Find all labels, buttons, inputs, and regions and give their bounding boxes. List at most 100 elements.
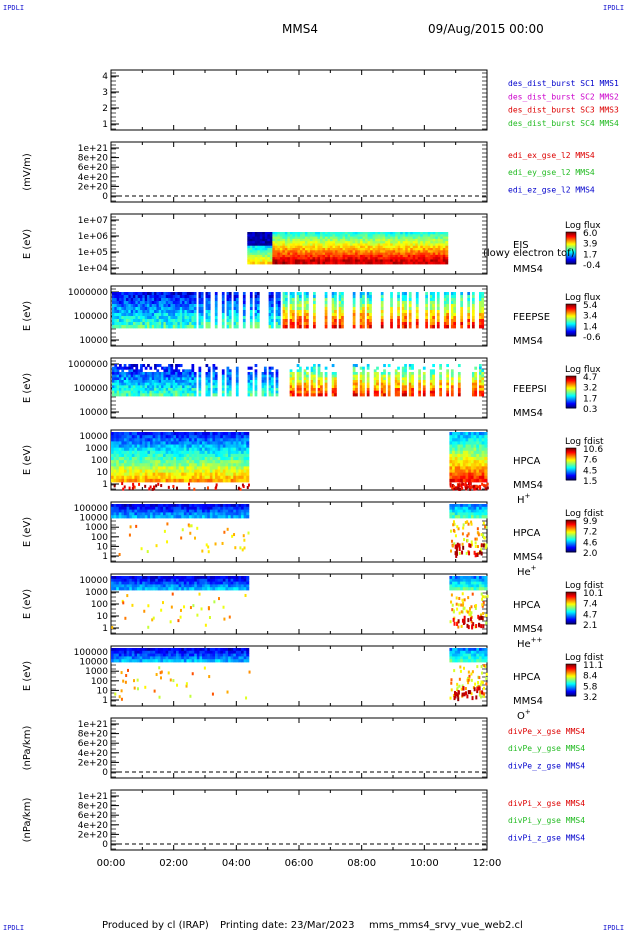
spectrogram-cell [453, 322, 457, 326]
spectrogram-cell [116, 457, 120, 461]
spectrogram-cell [452, 463, 456, 467]
spectrogram-cell [182, 295, 185, 299]
spectrogram-cell [282, 298, 286, 302]
spectrogram-cell [429, 292, 433, 296]
spectrogram-speck [153, 485, 156, 489]
spectrogram-cell [222, 472, 226, 477]
spectrogram-cell [291, 377, 295, 381]
spectrogram-cell [116, 393, 120, 397]
spectrogram-cell [412, 257, 416, 260]
spectrogram-cell [372, 254, 376, 258]
spectrogram-cell [400, 250, 404, 253]
spectrogram-cell [247, 380, 251, 384]
spectrogram-cell [330, 234, 333, 237]
spectrogram-cell [160, 432, 164, 436]
spectrogram-cell [376, 385, 379, 389]
spectrogram-cell [168, 457, 172, 461]
spectrogram-cell [131, 463, 135, 467]
spectrogram-cell [147, 460, 151, 464]
spectrogram-cell [380, 304, 384, 308]
spectrogram-cell [139, 441, 143, 445]
spectrogram-cell [429, 319, 433, 323]
colorbar-segment [566, 320, 576, 322]
spectrogram-cell [296, 313, 300, 317]
spectrogram-cell [128, 304, 132, 308]
spectrogram-cell [175, 310, 178, 314]
spectrogram-cell [478, 295, 482, 299]
spectrogram-cell [205, 377, 209, 381]
spectrogram-cell [111, 435, 115, 439]
spectrogram-cell [330, 252, 333, 256]
spectrogram-cell [163, 385, 167, 389]
spectrogram-cell [385, 241, 389, 244]
spectrogram-speck [465, 484, 468, 488]
spectrogram-cell [135, 385, 139, 389]
spectrogram-cell [450, 316, 454, 320]
spectrogram-cell [404, 310, 407, 314]
spectrogram-cell [309, 259, 313, 263]
spectrogram-cell [312, 234, 316, 237]
spectrogram-cell [121, 292, 125, 296]
spectrogram-cell [302, 234, 306, 237]
spectrogram-cell [181, 432, 185, 436]
spectrogram-cell [114, 313, 118, 317]
spectrogram-cell [284, 295, 288, 299]
spectrogram-cell [154, 385, 157, 389]
spectrogram-cell [341, 313, 344, 317]
spectrogram-cell [175, 377, 178, 381]
spectrogram-cell [186, 307, 190, 311]
spectrogram-cell [243, 463, 247, 467]
spectrogram-cell [319, 234, 323, 237]
spectrogram-cell [325, 254, 328, 258]
spectrogram-cell [366, 374, 370, 378]
spectrogram-cell [277, 248, 281, 251]
spectrogram-cell [142, 325, 146, 329]
colorbar-segment [566, 259, 576, 261]
spectrogram-cell [359, 310, 363, 314]
spectrogram-cell [177, 298, 181, 302]
spectrogram-cell [254, 316, 258, 320]
spectrogram-cell [144, 301, 148, 305]
spectrogram-cell [484, 447, 488, 452]
spectrogram-cell [175, 319, 178, 323]
spectrogram-cell [299, 257, 303, 260]
spectrogram-cell [189, 298, 192, 302]
spectrogram-cell [140, 292, 143, 296]
spectrogram-cell [198, 366, 202, 370]
spectrogram-cell [335, 257, 338, 260]
spectrogram-cell [302, 250, 306, 253]
spectrogram-cell [133, 310, 136, 314]
spectrogram-cell [320, 393, 323, 397]
colorbar-segment [566, 405, 576, 407]
spectrogram-cell [193, 380, 197, 384]
spectrogram-cell [173, 472, 177, 477]
colorbar-segment [566, 318, 576, 320]
spectrogram-cell [157, 444, 161, 449]
spectrogram-cell [163, 444, 167, 449]
spectrogram-cell [415, 310, 419, 314]
spectrogram-cell [233, 478, 237, 483]
spectrogram-cell [369, 304, 372, 308]
spectrogram-cell [157, 450, 161, 455]
spectrogram-cell [443, 301, 447, 305]
spectrogram-cell [230, 450, 234, 455]
spectrogram-cell [246, 435, 250, 439]
spectrogram-cell [142, 478, 146, 483]
spectrogram-cell [425, 322, 428, 326]
spectrogram-cell [191, 460, 195, 464]
spectrogram-cell [429, 374, 433, 378]
spectrogram-cell [304, 232, 308, 235]
spectrogram-cell [359, 325, 363, 329]
spectrogram-cell [385, 248, 389, 251]
spectrogram-cell [294, 254, 298, 258]
spectrogram-speck [157, 482, 160, 486]
colorbar-segment [566, 321, 576, 323]
spectrogram-cell [165, 369, 169, 373]
spectrogram-cell [249, 236, 253, 240]
spectrogram-cell [429, 380, 433, 384]
spectrogram-cell [151, 372, 155, 376]
spectrogram-cell [254, 307, 258, 311]
spectrogram-cell [184, 393, 188, 397]
colorbar-segment [566, 332, 576, 334]
spectrogram-cell [404, 366, 407, 370]
